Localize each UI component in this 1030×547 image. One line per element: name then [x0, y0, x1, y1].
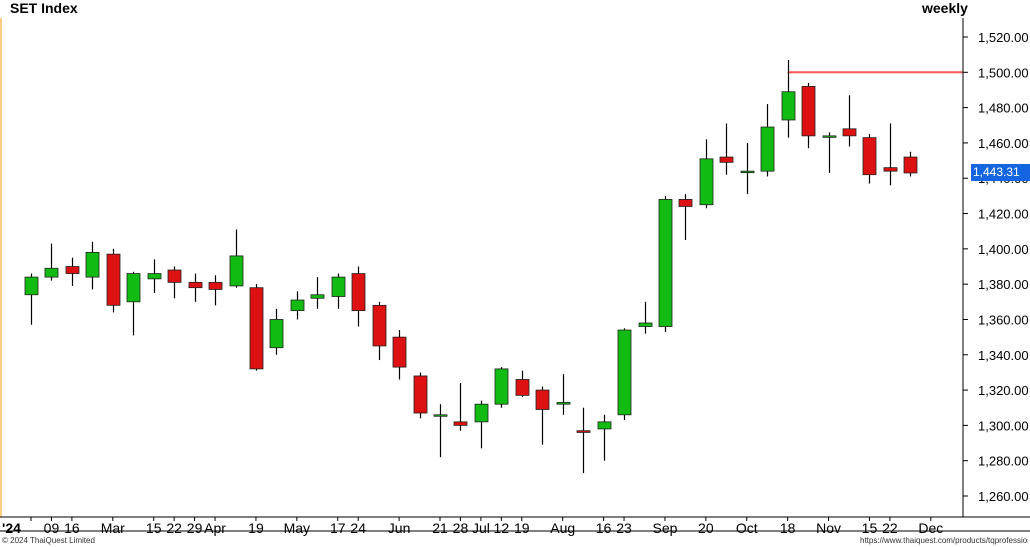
candle-body-down	[167, 269, 182, 283]
candle-body-up	[126, 273, 141, 303]
x-tick-label: Mar	[101, 520, 125, 536]
candles-group	[24, 59, 963, 474]
candle-body-down	[106, 253, 121, 306]
candle-body-up	[331, 276, 346, 297]
x-tick-label: 28	[453, 520, 469, 536]
y-tick-label: 1,300.00	[978, 418, 1029, 433]
x-tick-label: 19	[248, 520, 264, 536]
candle-body-up	[740, 170, 755, 174]
x-tick-label: Apr	[204, 520, 226, 536]
x-tick-label: 15	[146, 520, 162, 536]
candle-body-up	[617, 329, 632, 416]
candle-body-down	[862, 137, 877, 176]
candle-body-up	[658, 199, 673, 327]
x-tick-label: 16	[64, 520, 80, 536]
candle-body-down	[801, 86, 816, 137]
x-tick-label: Jul	[472, 520, 490, 536]
candle-body-down	[188, 281, 203, 289]
x-tick-label: May	[284, 520, 310, 536]
candle-body-up	[597, 421, 612, 430]
candle-body-down	[372, 304, 387, 347]
y-tick-label: 1,360.00	[978, 312, 1029, 327]
candle-body-up	[760, 126, 775, 172]
candle-body-up	[433, 414, 448, 417]
y-tick-label: 1,420.00	[978, 207, 1029, 222]
x-tick-label: 09	[44, 520, 60, 536]
candle-body-up	[822, 135, 837, 138]
candle-body-down	[678, 199, 693, 207]
x-tick-label: 20	[698, 520, 714, 536]
x-tick-label: '24	[2, 520, 21, 536]
candle-body-up	[229, 255, 244, 287]
x-tick-label: 22	[882, 520, 898, 536]
candle-body-down	[515, 379, 530, 396]
candle-body-down	[719, 156, 734, 163]
x-tick-label: 23	[616, 520, 632, 536]
candle-body-up	[85, 251, 100, 278]
x-tick-label: Oct	[736, 520, 758, 536]
x-tick-label: 18	[780, 520, 796, 536]
y-tick-label: 1,340.00	[978, 348, 1029, 363]
candle-body-down	[351, 273, 366, 312]
candle-body-up	[147, 273, 162, 280]
candle-body-down	[842, 128, 857, 137]
candle-body-down	[65, 266, 80, 274]
x-tick-label: 22	[166, 520, 182, 536]
candle-body-up	[44, 267, 59, 278]
period-label: weekly	[922, 0, 968, 16]
source-url: https://www.thaiquest.com/products/tqpro…	[860, 536, 1028, 545]
y-tick-label: 1,460.00	[978, 136, 1029, 151]
y-tick-label: 1,260.00	[978, 489, 1029, 504]
copyright-text: © 2024 ThaiQuest Limited	[2, 536, 95, 545]
y-tick-label: 1,520.00	[978, 30, 1029, 45]
y-tick-label: 1,320.00	[978, 383, 1029, 398]
x-tick-label: Dec	[918, 520, 943, 536]
chart-title: SET Index	[10, 0, 78, 16]
candle-body-down	[249, 287, 264, 370]
candle-body-up	[699, 158, 714, 206]
candle-body-up	[494, 368, 509, 405]
x-tick-label: Jun	[388, 520, 411, 536]
x-tick-label: Aug	[550, 520, 575, 536]
candle-body-down	[392, 336, 407, 368]
x-tick-label: Nov	[816, 520, 841, 536]
y-tick-label: 1,500.00	[978, 65, 1029, 80]
x-tick-label: Sep	[652, 520, 677, 536]
candle-body-up	[290, 299, 305, 312]
candle-body-up	[781, 91, 796, 121]
x-tick-label: 16	[596, 520, 612, 536]
x-tick-label: 17	[330, 520, 346, 536]
candle-body-down	[453, 421, 468, 426]
y-tick-label: 1,400.00	[978, 242, 1029, 257]
candle-body-down	[903, 156, 918, 174]
x-tick-label: 21	[432, 520, 448, 536]
x-tick-label: 12	[494, 520, 510, 536]
candle-body-down	[208, 281, 223, 290]
candle-body-up	[638, 322, 653, 327]
x-tick-label: 24	[350, 520, 366, 536]
y-tick-label: 1,280.00	[978, 454, 1029, 469]
candle-body-up	[24, 276, 39, 296]
x-tick-label: 29	[187, 520, 203, 536]
candle-body-down	[883, 167, 898, 172]
x-tick-label: 15	[862, 520, 878, 536]
candle-body-up	[269, 319, 284, 349]
candle-body-up	[474, 403, 489, 423]
candle-body-down	[413, 375, 428, 414]
candle-body-down	[535, 389, 550, 410]
candle-body-down	[576, 430, 591, 433]
y-tick-label: 1,480.00	[978, 101, 1029, 116]
x-tick-label: 19	[514, 520, 530, 536]
last-price-tag: 1,443.31	[971, 163, 1030, 181]
y-tick-label: 1,380.00	[978, 277, 1029, 292]
candle-body-up	[556, 402, 571, 405]
candle-body-up	[310, 294, 325, 299]
